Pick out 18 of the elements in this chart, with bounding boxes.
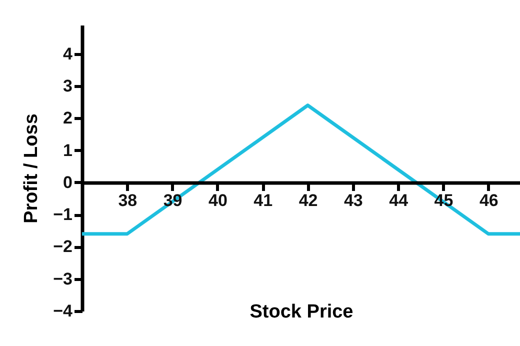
x-tick-label: 41	[254, 190, 273, 210]
x-tick-label: 43	[344, 190, 363, 210]
x-tick-label: 46	[479, 190, 498, 210]
y-tick-label: 0	[63, 172, 72, 192]
y-tick-label: 4	[63, 44, 74, 64]
y-axis-title: Profit / Loss	[21, 114, 42, 224]
x-tick-label: 44	[389, 190, 409, 210]
x-axis-title: Stock Price	[250, 302, 354, 322]
x-tick-label: 42	[298, 190, 318, 210]
y-tick-label: 1	[63, 140, 72, 160]
y-tick-label: −1	[53, 205, 72, 224]
y-tick-label: −4	[53, 302, 74, 320]
x-tick-label: 38	[118, 190, 138, 210]
y-tick-label: −3	[53, 269, 72, 288]
y-tick-label: 3	[63, 76, 72, 96]
y-tick-label: 2	[63, 108, 72, 128]
y-tick-label: −2	[53, 237, 72, 256]
x-tick-label: 40	[208, 190, 228, 210]
